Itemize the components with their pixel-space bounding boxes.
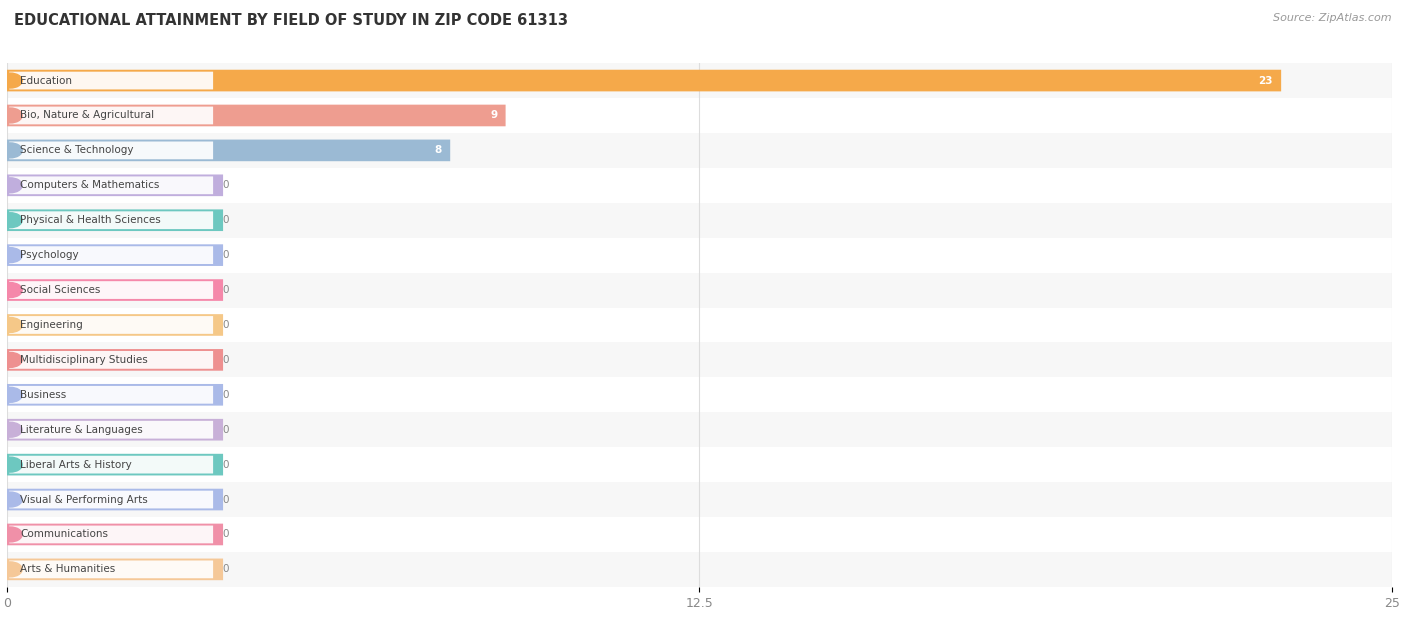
Bar [7,168,1392,203]
FancyBboxPatch shape [7,280,224,301]
FancyBboxPatch shape [10,107,214,124]
Text: 0: 0 [222,320,228,330]
Text: Liberal Arts & History: Liberal Arts & History [20,459,132,469]
Text: Arts & Humanities: Arts & Humanities [20,564,115,574]
Bar [7,63,1392,98]
Circle shape [0,562,22,577]
FancyBboxPatch shape [10,386,214,404]
Text: 0: 0 [222,215,228,225]
Text: Business: Business [20,390,66,400]
Bar [7,412,1392,447]
Text: Communications: Communications [20,529,108,540]
Bar [7,517,1392,552]
Bar [7,98,1392,133]
Bar [7,343,1392,377]
Circle shape [0,527,22,542]
Text: 8: 8 [434,145,441,155]
Text: Source: ZipAtlas.com: Source: ZipAtlas.com [1274,13,1392,23]
Text: Social Sciences: Social Sciences [20,285,101,295]
Text: 0: 0 [222,250,228,260]
Text: Visual & Performing Arts: Visual & Performing Arts [20,495,148,505]
FancyBboxPatch shape [7,70,1281,91]
FancyBboxPatch shape [10,526,214,543]
Text: 0: 0 [222,495,228,505]
Circle shape [0,457,22,472]
Text: 0: 0 [222,564,228,574]
FancyBboxPatch shape [7,209,224,231]
FancyBboxPatch shape [7,524,224,545]
Bar [7,238,1392,273]
FancyBboxPatch shape [7,489,224,510]
Text: Education: Education [20,76,72,86]
FancyBboxPatch shape [10,72,214,90]
Circle shape [0,248,22,262]
FancyBboxPatch shape [10,351,214,369]
Bar [7,273,1392,307]
FancyBboxPatch shape [7,175,224,196]
FancyBboxPatch shape [7,419,224,440]
FancyBboxPatch shape [7,139,450,161]
Text: 0: 0 [222,529,228,540]
Text: 9: 9 [491,110,498,121]
FancyBboxPatch shape [10,421,214,439]
Text: 0: 0 [222,285,228,295]
Circle shape [0,213,22,228]
FancyBboxPatch shape [7,105,506,126]
FancyBboxPatch shape [10,211,214,229]
Circle shape [0,422,22,437]
Circle shape [0,178,22,192]
FancyBboxPatch shape [7,558,224,580]
Text: 0: 0 [222,355,228,365]
FancyBboxPatch shape [10,491,214,509]
Circle shape [0,283,22,297]
Text: 0: 0 [222,180,228,191]
Bar [7,307,1392,343]
Text: 0: 0 [222,459,228,469]
Text: Multidisciplinary Studies: Multidisciplinary Studies [20,355,148,365]
FancyBboxPatch shape [10,177,214,194]
Text: EDUCATIONAL ATTAINMENT BY FIELD OF STUDY IN ZIP CODE 61313: EDUCATIONAL ATTAINMENT BY FIELD OF STUDY… [14,13,568,28]
Text: 0: 0 [222,425,228,435]
FancyBboxPatch shape [10,560,214,578]
FancyBboxPatch shape [7,314,224,336]
Text: 0: 0 [222,390,228,400]
Bar [7,133,1392,168]
FancyBboxPatch shape [10,456,214,473]
Circle shape [0,73,22,88]
FancyBboxPatch shape [7,384,224,406]
FancyBboxPatch shape [10,141,214,159]
Text: Psychology: Psychology [20,250,79,260]
FancyBboxPatch shape [10,246,214,264]
Circle shape [0,387,22,402]
Text: Engineering: Engineering [20,320,83,330]
Text: Bio, Nature & Agricultural: Bio, Nature & Agricultural [20,110,155,121]
Text: Literature & Languages: Literature & Languages [20,425,143,435]
FancyBboxPatch shape [7,244,224,266]
Circle shape [0,317,22,333]
Text: Physical & Health Sciences: Physical & Health Sciences [20,215,162,225]
Circle shape [0,143,22,158]
Circle shape [0,492,22,507]
Bar [7,377,1392,412]
Bar [7,552,1392,587]
FancyBboxPatch shape [7,454,224,475]
Bar [7,482,1392,517]
FancyBboxPatch shape [7,349,224,370]
Text: Computers & Mathematics: Computers & Mathematics [20,180,160,191]
FancyBboxPatch shape [10,316,214,334]
Text: Science & Technology: Science & Technology [20,145,134,155]
Circle shape [0,108,22,123]
Circle shape [0,353,22,367]
Text: 23: 23 [1258,76,1272,86]
FancyBboxPatch shape [10,281,214,299]
Bar [7,447,1392,482]
Bar [7,203,1392,238]
